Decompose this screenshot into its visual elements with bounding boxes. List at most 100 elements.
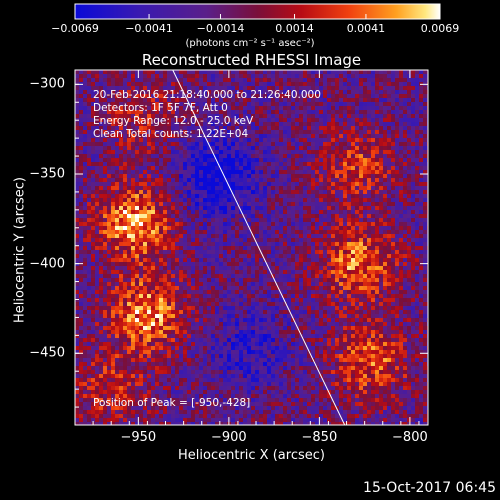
heatmap-cell (143, 282, 148, 287)
heatmap-cell (179, 210, 184, 215)
heatmap-cell (387, 138, 392, 143)
heatmap-cell (199, 210, 204, 215)
heatmap-cell (315, 226, 320, 231)
heatmap-cell (155, 230, 160, 235)
heatmap-cell (203, 186, 208, 191)
heatmap-cell (315, 246, 320, 251)
heatmap-cell (195, 162, 200, 167)
heatmap-cell (263, 126, 268, 131)
heatmap-cell (111, 186, 116, 191)
heatmap-cell (295, 142, 300, 147)
heatmap-cell (147, 218, 152, 223)
heatmap-cell (307, 202, 312, 207)
heatmap-cell (303, 270, 308, 275)
heatmap-cell (231, 266, 236, 271)
heatmap-cell (279, 246, 284, 251)
heatmap-cell (111, 78, 116, 83)
heatmap-cell (407, 142, 412, 147)
heatmap-cell (311, 86, 316, 91)
heatmap-cell (327, 114, 332, 119)
heatmap-cell (91, 202, 96, 207)
heatmap-cell (95, 166, 100, 171)
heatmap-cell (379, 274, 384, 279)
heatmap-cell (151, 142, 156, 147)
heatmap-cell (207, 106, 212, 111)
heatmap-cell (139, 170, 144, 175)
heatmap-cell (87, 82, 92, 87)
heatmap-cell (307, 258, 312, 263)
heatmap-cell (307, 170, 312, 175)
heatmap-cell (207, 282, 212, 287)
heatmap-cell (387, 226, 392, 231)
heatmap-cell (323, 150, 328, 155)
heatmap-cell (263, 154, 268, 159)
heatmap-cell (163, 226, 168, 231)
heatmap-cell (323, 270, 328, 275)
heatmap-cell (179, 150, 184, 155)
heatmap-cell (331, 170, 336, 175)
heatmap-cell (135, 74, 140, 79)
heatmap-cell (351, 174, 356, 179)
heatmap-cell (115, 166, 120, 171)
heatmap-cell (151, 206, 156, 211)
heatmap-cell (251, 82, 256, 87)
heatmap-cell (251, 286, 256, 291)
heatmap-cell (283, 258, 288, 263)
heatmap-cell (183, 238, 188, 243)
heatmap-cell (395, 194, 400, 199)
heatmap-cell (239, 242, 244, 247)
heatmap-cell (227, 78, 232, 83)
heatmap-cell (99, 182, 104, 187)
heatmap-cell (327, 154, 332, 159)
heatmap-cell (231, 214, 236, 219)
heatmap-cell (83, 122, 88, 127)
heatmap-cell (307, 138, 312, 143)
heatmap-cell (275, 106, 280, 111)
heatmap-cell (219, 126, 224, 131)
heatmap-cell (159, 114, 164, 119)
heatmap-cell (259, 98, 264, 103)
heatmap-cell (119, 162, 124, 167)
heatmap-cell (83, 174, 88, 179)
heatmap-cell (79, 98, 84, 103)
heatmap-cell (227, 158, 232, 163)
heatmap-cell (207, 190, 212, 195)
heatmap-cell (127, 194, 132, 199)
heatmap-cell (227, 186, 232, 191)
heatmap-cell (399, 102, 404, 107)
heatmap-cell (391, 106, 396, 111)
heatmap-cell (283, 130, 288, 135)
heatmap-cell (155, 90, 160, 95)
heatmap-cell (255, 290, 260, 295)
heatmap-cell (291, 230, 296, 235)
heatmap-cell (215, 266, 220, 271)
heatmap-cell (247, 186, 252, 191)
heatmap-cell (291, 146, 296, 151)
heatmap-cell (179, 106, 184, 111)
heatmap-cell (367, 150, 372, 155)
heatmap-cell (167, 218, 172, 223)
heatmap-cell (175, 278, 180, 283)
heatmap-cell (207, 242, 212, 247)
heatmap-cell (219, 142, 224, 147)
heatmap-cell (159, 178, 164, 183)
heatmap-cell (267, 166, 272, 171)
heatmap-cell (371, 290, 376, 295)
heatmap-cell (283, 74, 288, 79)
heatmap-cell (107, 82, 112, 87)
heatmap-cell (79, 178, 84, 183)
heatmap-cell (411, 86, 416, 91)
heatmap-cell (347, 82, 352, 87)
heatmap-cell (215, 126, 220, 131)
heatmap-cell (387, 102, 392, 107)
heatmap-cell (367, 110, 372, 115)
heatmap-cell (275, 86, 280, 91)
heatmap-cell (271, 266, 276, 271)
heatmap-cell (171, 78, 176, 83)
heatmap-cell (155, 134, 160, 139)
heatmap-cell (295, 222, 300, 227)
heatmap-cell (291, 222, 296, 227)
heatmap-cell (227, 190, 232, 195)
heatmap-cell (163, 74, 168, 79)
heatmap-cell (287, 270, 292, 275)
